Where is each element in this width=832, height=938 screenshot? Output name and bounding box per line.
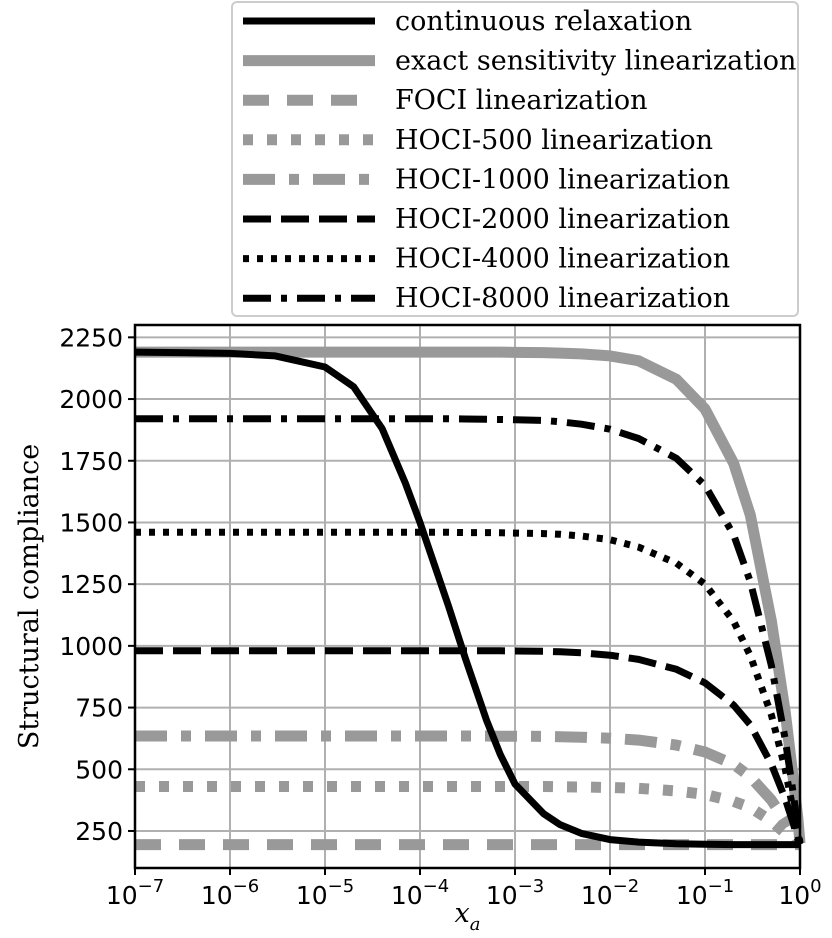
y-axis: 250 500 750 1000 1250 1500 1750 2000 2250 <box>59 323 135 846</box>
legend-label: HOCI-8000 linearization <box>395 283 730 314</box>
series-line <box>134 348 802 849</box>
x-tick-label: 10−2 <box>581 876 639 910</box>
x-tick-label: 10−3 <box>486 876 544 910</box>
y-tick-label: 2000 <box>59 385 123 414</box>
legend-label: HOCI-2000 linearization <box>395 204 730 235</box>
series-line <box>135 781 804 849</box>
x-tick-label: 10−1 <box>676 876 734 910</box>
legend-label: FOCI linearization <box>395 85 648 116</box>
y-tick-label: 1000 <box>59 632 123 661</box>
legend: continuous relaxation exact sensitivity l… <box>231 1 799 317</box>
x-tick-label: 10−4 <box>391 876 449 910</box>
x-tick-label: 10−6 <box>201 876 259 910</box>
plot-frame <box>133 323 802 870</box>
legend-label: exact sensitivity linearization <box>395 46 796 77</box>
series-line <box>135 528 804 846</box>
x-tick-label: 100 <box>778 876 821 910</box>
series-line <box>135 346 806 844</box>
x-tick-label: 10−7 <box>106 876 164 910</box>
y-tick-label: 2250 <box>59 323 123 352</box>
legend-label: continuous relaxation <box>395 6 692 37</box>
y-axis-label: Structural compliance <box>14 444 45 749</box>
x-axis: 10−7 10−6 10−5 10−4 10−3 10−2 10−1 100 <box>106 868 822 910</box>
y-tick-label: 1250 <box>59 570 123 599</box>
y-tick-label: 500 <box>75 755 123 784</box>
legend-label: HOCI-4000 linearization <box>395 244 730 275</box>
series-line <box>135 647 804 846</box>
y-tick-label: 1750 <box>59 447 123 476</box>
series-line <box>135 730 805 849</box>
series-lines <box>134 346 806 851</box>
legend-label: HOCI-500 linearization <box>395 125 713 156</box>
y-tick-label: 250 <box>75 817 123 846</box>
x-axis-label: xa <box>455 898 481 935</box>
y-tick-label: 1500 <box>59 508 123 537</box>
grid <box>134 325 801 868</box>
legend-box <box>231 1 799 317</box>
y-tick-label: 750 <box>75 694 123 723</box>
legend-label: HOCI-1000 linearization <box>395 164 730 195</box>
series-line <box>135 415 804 844</box>
x-tick-label: 10−5 <box>296 876 354 910</box>
